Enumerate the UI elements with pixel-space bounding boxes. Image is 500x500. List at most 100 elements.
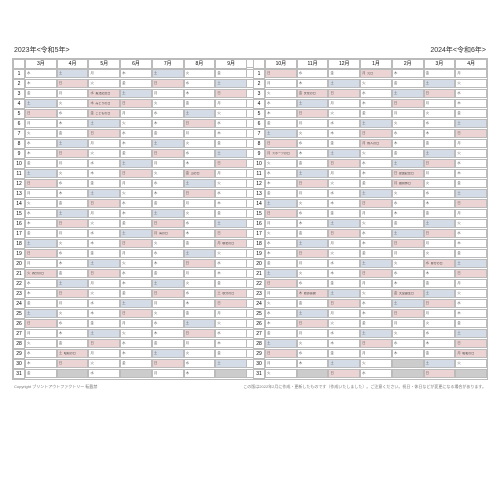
day-cell: 月 xyxy=(152,299,184,308)
day-cell: 日 xyxy=(25,249,57,258)
day-cell: 土 xyxy=(215,359,247,368)
day-number: 1 xyxy=(253,69,265,79)
day-cell: 木 xyxy=(455,169,487,178)
month-header: 7月 xyxy=(152,59,184,69)
day-cell: 月 xyxy=(455,139,487,148)
day-cell: 火 xyxy=(88,219,120,228)
day-cell: 月 xyxy=(88,279,120,288)
day-cell: 金 xyxy=(265,189,297,198)
day-cell: 日 xyxy=(265,349,297,358)
day-cell: 日 xyxy=(424,299,456,308)
day-number: 14 xyxy=(253,199,265,209)
day-cell: 火 xyxy=(88,359,120,368)
day-cell: 火 xyxy=(297,199,329,208)
day-cell: 土 xyxy=(184,109,216,118)
day-cell: 月 xyxy=(57,299,89,308)
day-cell: 月 xyxy=(455,279,487,288)
day-cell: 日 xyxy=(25,109,57,118)
day-cell: 金 xyxy=(184,239,216,248)
day-cell: 水 xyxy=(455,159,487,168)
day-cell: 木 xyxy=(184,299,216,308)
day-cell: 火 xyxy=(215,249,247,258)
day-cell: 金 xyxy=(297,159,329,168)
day-cell: 水 xyxy=(265,169,297,178)
day-cell: 土 xyxy=(57,209,89,218)
day-cell: 水春分の日 xyxy=(424,259,456,268)
day-cell: 木 xyxy=(392,69,424,78)
day-cell: 月 xyxy=(57,229,89,238)
day-cell: 月 xyxy=(297,189,329,198)
day-cell: 日 xyxy=(360,269,392,278)
day-cell: 火 xyxy=(360,359,392,368)
day-number: 9 xyxy=(13,149,25,159)
day-cell: 日 xyxy=(328,159,360,168)
day-number: 22 xyxy=(13,279,25,289)
day-cell: 日 xyxy=(328,299,360,308)
day-cell: 火 xyxy=(215,109,247,118)
day-cell: 金 xyxy=(424,279,456,288)
day-cell: 土 xyxy=(184,249,216,258)
day-cell: 土 xyxy=(215,149,247,158)
day-number: 14 xyxy=(13,199,25,209)
day-cell: 月 xyxy=(424,309,456,318)
day-cell: 木 xyxy=(25,359,57,368)
day-cell: 火 xyxy=(265,369,297,378)
day-cell: 日 xyxy=(152,79,184,88)
day-cell: 日 xyxy=(265,69,297,78)
day-cell: 水 xyxy=(25,279,57,288)
day-cell: 日 xyxy=(120,99,152,108)
day-cell: 土 xyxy=(360,259,392,268)
day-number: 28 xyxy=(253,339,265,349)
month-header: 9月 xyxy=(215,59,247,69)
day-cell: 木 xyxy=(152,259,184,268)
day-cell: 月 xyxy=(392,109,424,118)
day-cell: 木 xyxy=(184,89,216,98)
day-cell: 日 xyxy=(360,339,392,348)
day-cell: 水 xyxy=(392,199,424,208)
day-cell: 土 xyxy=(120,229,152,238)
day-cell: 水 xyxy=(297,139,329,148)
day-cell: 日 xyxy=(360,199,392,208)
day-cell: 木 xyxy=(455,99,487,108)
day-number: 2 xyxy=(13,79,25,89)
month-header: 1月 xyxy=(360,59,392,69)
day-cell: 金 xyxy=(360,249,392,258)
day-number: 31 xyxy=(253,369,265,379)
day-cell: 土 xyxy=(25,169,57,178)
day-cell: 火 xyxy=(455,149,487,158)
day-cell: 土 xyxy=(455,189,487,198)
day-cell: 木 xyxy=(328,269,360,278)
day-cell: 金こどもの日 xyxy=(88,109,120,118)
day-cell: 金 xyxy=(57,339,89,348)
day-number: 25 xyxy=(13,309,25,319)
day-cell: 月 xyxy=(88,69,120,78)
day-cell: 火 xyxy=(184,349,216,358)
day-cell: 日 xyxy=(424,89,456,98)
day-number: 8 xyxy=(13,139,25,149)
day-number: 5 xyxy=(13,109,25,119)
day-cell: 月 xyxy=(25,259,57,268)
day-cell: 火 xyxy=(57,99,89,108)
day-cell: 日 xyxy=(455,199,487,208)
day-cell: 土 xyxy=(88,189,120,198)
day-cell: 火 xyxy=(215,319,247,328)
day-cell: 火 xyxy=(328,179,360,188)
day-cell: 金 xyxy=(328,209,360,218)
day-cell: 火 xyxy=(360,219,392,228)
day-cell: 木 xyxy=(215,199,247,208)
day-cell: 月海の日 xyxy=(152,229,184,238)
day-cell: 木 xyxy=(215,269,247,278)
day-cell: 木勤労感謝 xyxy=(297,289,329,298)
day-cell: 日 xyxy=(184,259,216,268)
day-cell: 水 xyxy=(57,179,89,188)
day-cell: 日建国記念日 xyxy=(392,169,424,178)
day-cell: 火 xyxy=(215,179,247,188)
day-cell: 金 xyxy=(152,129,184,138)
day-number: 11 xyxy=(13,169,25,179)
day-number: 4 xyxy=(253,99,265,109)
day-cell: 月 xyxy=(215,309,247,318)
day-cell: 木 xyxy=(120,139,152,148)
day-cell: 木 xyxy=(25,219,57,228)
day-cell: 水 xyxy=(184,219,216,228)
day-cell: 水 xyxy=(25,209,57,218)
